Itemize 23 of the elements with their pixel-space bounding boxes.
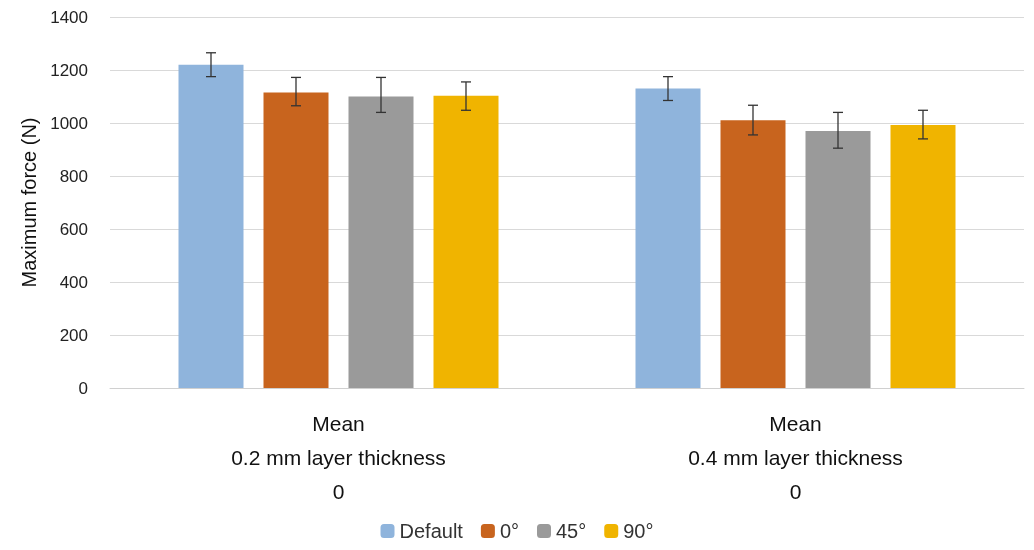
- y-tick-label: 200: [59, 325, 88, 345]
- bar: [635, 88, 701, 388]
- bar: [805, 130, 871, 388]
- legend-label: Default: [399, 520, 464, 542]
- x-tick-label: Mean 0.2 mm layer thickness 0: [231, 411, 446, 503]
- x-tick-label: Mean 0.4 mm layer thickness 0: [688, 411, 903, 503]
- legend-label: 90°: [623, 520, 654, 542]
- legend-label: 45°: [556, 520, 587, 542]
- bar: [348, 96, 414, 388]
- y-tick-label: 600: [59, 219, 88, 239]
- y-tick-label: 1200: [50, 60, 88, 80]
- y-tick-label: 1400: [50, 7, 88, 27]
- bar: [433, 95, 499, 388]
- bar: [720, 120, 786, 388]
- y-tick-label: 400: [59, 272, 88, 292]
- legend-label: 0°: [499, 520, 519, 542]
- y-tick-label: 1000: [50, 113, 88, 133]
- bar: [178, 64, 244, 388]
- bar: [263, 92, 329, 388]
- y-tick-label: 800: [59, 166, 88, 186]
- y-tick-label: 0: [78, 378, 88, 398]
- bar: [890, 125, 956, 388]
- y-axis-title: Maximum force (N): [18, 117, 41, 288]
